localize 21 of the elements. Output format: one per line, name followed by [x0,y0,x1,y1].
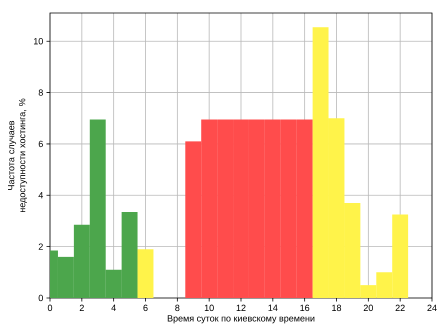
x-tick-label: 2 [80,304,84,311]
x-tick-label: 4 [111,304,116,311]
x-tick-label: 22 [396,304,405,311]
x-tick-label: 6 [143,304,148,312]
x-tick-label: 18 [332,304,342,312]
x-axis-title: Время суток по киевскому времени [168,315,314,324]
y-tick-label: 8 [38,89,43,96]
y-axis-title: Частота случаев недоступности хостинга, % [8,98,28,212]
y-tick-label: 2 [38,243,43,250]
x-tick-label: 12 [236,304,246,311]
x-tick-label: 20 [364,304,373,312]
x-tick-label: 0 [48,304,52,312]
y-tick-label: 10 [34,38,43,44]
y-tick-label: 0 [38,294,43,302]
x-tick-label: 14 [268,304,278,311]
x-tick-label: 16 [300,304,310,312]
y-tick-label: 6 [38,140,43,148]
x-tick-label: 24 [427,304,437,311]
x-tick-label: 10 [204,304,214,312]
y-tick-label: 4 [38,192,44,198]
x-tick-label: 8 [175,304,180,312]
